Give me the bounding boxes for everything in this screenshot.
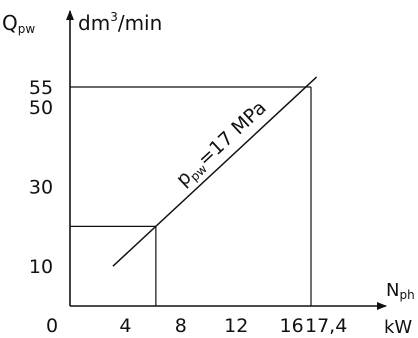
x-axis-unit: kW: [384, 317, 412, 338]
series-label-text: =17 MPa: [194, 97, 271, 171]
svg-text:Nph: Nph: [386, 280, 415, 302]
y-tick-label: 30: [29, 177, 53, 199]
y-tick-label: 50: [29, 97, 53, 119]
series-line: [112, 76, 318, 267]
y-tick-label: 55: [29, 77, 53, 99]
x-axis-symbol: N: [386, 280, 399, 301]
reference-lines: [70, 86, 312, 306]
y-axis-subscript: pw: [18, 22, 36, 36]
y-axis-unit-base: dm: [78, 11, 110, 35]
series-label: ppw=17 MPa: [172, 97, 272, 192]
x-axis-title: Nph kW: [384, 280, 415, 338]
y-axis-symbol: Q: [2, 11, 18, 35]
x-tick-label: 12: [224, 315, 248, 337]
y-axis-unit-exponent: 3: [110, 10, 118, 24]
y-axis-unit-tail: /min: [118, 11, 162, 35]
x-tick-label: 16: [280, 315, 304, 337]
origin-label: 0: [46, 315, 58, 337]
svg-text:dm3/min: dm3/min: [78, 10, 162, 35]
x-tick-label: 4: [119, 315, 131, 337]
x-tick-label: 17,4: [305, 315, 347, 337]
y-axis-title: Qpw dm3/min: [2, 10, 162, 36]
axes: [66, 10, 387, 310]
data-series: ppw=17 MPa: [112, 76, 318, 267]
x-tick-labels: 4 8 12 16 17,4: [119, 315, 347, 337]
x-tick-label: 8: [175, 315, 187, 337]
svg-text:Qpw: Qpw: [2, 11, 35, 36]
y-tick-label: 10: [29, 256, 53, 278]
x-axis-subscript: ph: [399, 288, 414, 302]
